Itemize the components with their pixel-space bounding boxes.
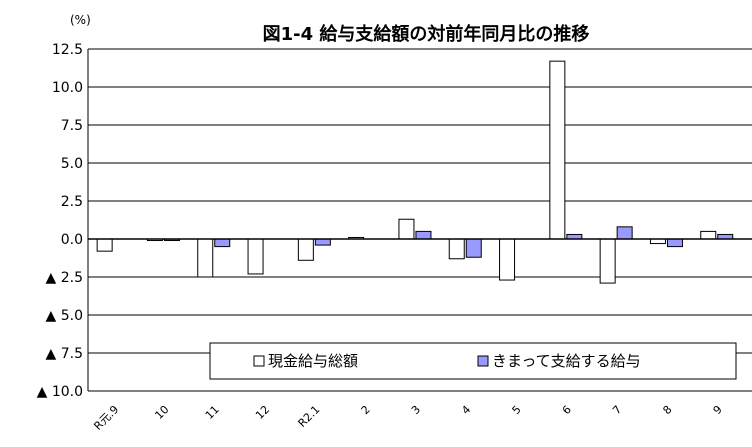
- bar-cash-total: [197, 238, 214, 278]
- x-tick-label: 11: [203, 403, 222, 422]
- axes: [87, 49, 752, 392]
- x-tick-label: 2: [359, 403, 373, 417]
- bar-regular-pay: [214, 238, 231, 248]
- bar-cash-total: [700, 230, 717, 240]
- legend: 現金給与総額 きまって支給する給与: [209, 342, 737, 380]
- bar-regular-pay: [465, 238, 482, 258]
- y-tick-label: 12.5: [52, 42, 83, 58]
- y-tick-label: 10.0: [52, 80, 83, 96]
- x-tick-label: 4: [459, 403, 473, 417]
- x-tick-label: 3: [409, 403, 423, 417]
- x-tick-label: 9: [711, 403, 725, 417]
- bar-cash-total: [499, 238, 516, 281]
- x-tick-label: R2.1: [296, 403, 323, 430]
- y-tick-label: ▲ 7.5: [46, 346, 83, 362]
- bars: [96, 60, 734, 284]
- bar-cash-total: [549, 60, 566, 240]
- legend-box: [209, 342, 737, 380]
- y-tick-label: 7.5: [61, 118, 83, 134]
- x-tick-labels: R元.9 10 11 12 R2.1 2 3 4 5 6 7 8 9: [91, 403, 724, 433]
- bar-regular-pay: [616, 226, 633, 240]
- x-tick-label: 6: [560, 403, 574, 417]
- x-tick-label: 8: [660, 403, 674, 417]
- y-tick-label: ▲ 10.0: [37, 384, 83, 400]
- unit-label: (%): [70, 13, 91, 27]
- bar-cash-total: [448, 238, 465, 260]
- bar-cash-total: [247, 238, 264, 275]
- bar-regular-pay: [415, 230, 432, 240]
- bar-cash-total: [599, 238, 616, 284]
- legend-swatch-regular-pay: [477, 355, 489, 367]
- x-tick-label: 5: [510, 403, 524, 417]
- chart-title: 図1-4 給与支給額の対前年同月比の推移: [263, 23, 590, 45]
- y-tick-label: ▲ 5.0: [46, 308, 83, 324]
- x-tick-label: 10: [152, 403, 171, 422]
- bar-regular-pay: [666, 238, 683, 248]
- gridlines: [88, 48, 752, 392]
- bar-cash-total: [398, 218, 415, 240]
- legend-swatch-cash-total: [253, 355, 265, 367]
- legend-label-cash-total: 現金給与総額: [268, 352, 358, 370]
- y-tick-labels: 12.5 10.0 7.5 5.0 2.5 0.0 ▲ 2.5 ▲ 5.0 ▲ 7.5 ▲ 10.…: [37, 42, 83, 400]
- y-tick-label: ▲ 2.5: [46, 270, 83, 286]
- x-tick-label: R元.9: [91, 403, 121, 433]
- y-tick-label: 0.0: [61, 232, 83, 248]
- x-tick-label: 12: [253, 403, 272, 422]
- legend-label-regular-pay: きまって支給する給与: [492, 352, 641, 370]
- bar-regular-pay: [314, 238, 331, 246]
- bar-cash-total: [96, 238, 113, 252]
- y-tick-label: 2.5: [61, 194, 83, 210]
- y-tick-label: 5.0: [61, 156, 83, 172]
- x-tick-label: 7: [610, 403, 624, 417]
- bar-cash-total: [297, 238, 314, 261]
